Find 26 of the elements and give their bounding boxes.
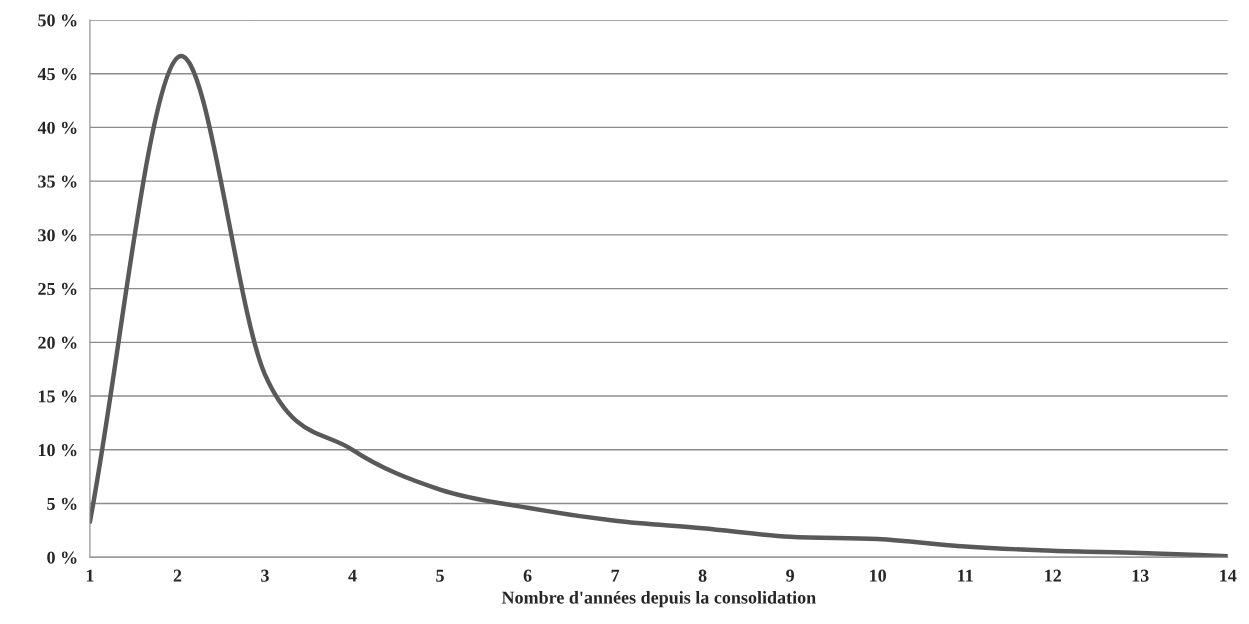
x-tick-label: 6 bbox=[523, 569, 532, 582]
y-tick-label: 10 % bbox=[38, 444, 77, 457]
y-tick-label: 40 % bbox=[37, 121, 77, 134]
x-tick-label: 2 bbox=[173, 569, 182, 582]
x-tick-label: 5 bbox=[436, 569, 444, 582]
x-tick-label: 9 bbox=[786, 569, 794, 582]
y-tick-label: 35 % bbox=[38, 175, 77, 188]
x-tick-label: 13 bbox=[1132, 569, 1149, 582]
y-tick-label: 0 % bbox=[47, 551, 77, 564]
y-tick-label: 5 % bbox=[47, 497, 77, 511]
y-tick-label: 30 % bbox=[38, 229, 77, 242]
y-tick-label: 50 % bbox=[38, 14, 77, 27]
x-tick-label: 8 bbox=[698, 569, 707, 582]
x-tick-label: 12 bbox=[1045, 569, 1061, 582]
x-tick-label: 14 bbox=[1220, 569, 1237, 582]
x-tick-label: 3 bbox=[261, 569, 269, 582]
y-tick-label: 20 % bbox=[38, 336, 77, 349]
x-tick-label: 11 bbox=[958, 569, 973, 582]
x-axis-title: Nombre d'années depuis la consolidation bbox=[501, 590, 816, 608]
x-tick-label: 1 bbox=[86, 569, 94, 582]
y-tick-label: 15 % bbox=[38, 390, 77, 403]
x-tick-label: 10 bbox=[870, 569, 886, 582]
y-tick-label: 45 % bbox=[37, 67, 77, 81]
x-tick-label: 7 bbox=[611, 569, 620, 582]
y-tick-label: 25 % bbox=[38, 282, 77, 296]
x-tick-label: 4 bbox=[348, 569, 357, 582]
